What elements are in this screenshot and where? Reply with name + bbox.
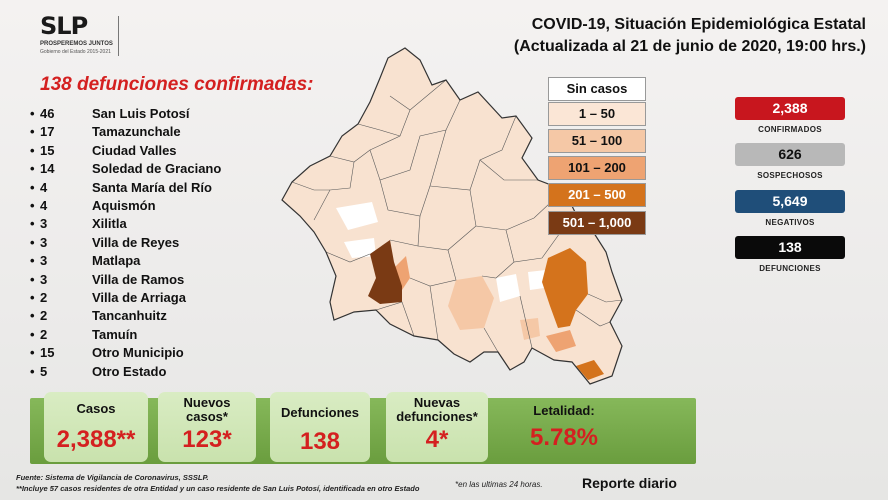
municipality-name: Otro Estado [92,363,167,379]
legend-item: Sin casos [548,77,646,101]
region-no-cases [344,238,376,258]
card-value: 123* [182,426,232,453]
death-count: 17 [40,124,55,140]
municipality-name: Matlapa [92,253,141,269]
stat-value: 138 [735,236,845,259]
page-title: COVID-19, Situación Epidemiológica Estat… [531,16,866,33]
legend-item: 51 – 100 [548,129,646,153]
summary-card: Nuevos casos* 123* [158,392,256,462]
region-very-high [368,240,402,304]
region-medium [546,330,576,352]
stat-value: 5,649 [735,190,845,213]
footnote: **Incluye 57 casos residentes de otra En… [16,484,420,493]
death-count: 46 [40,106,55,121]
report-label: Reporte diario [582,475,677,491]
summary-card: Letalidad: 5.78% [500,392,628,462]
municipality-name: Tamuín [92,326,138,342]
bullet: • [30,290,35,305]
municipality-name: Soledad de Graciano [92,161,222,177]
region-high [576,360,604,380]
bullet: • [30,106,35,121]
page-subtitle: (Actualizada al 21 de junio de 2020, 19:… [513,38,866,55]
municipality-name: Tamazunchale [92,124,181,140]
death-count: 5 [40,363,48,379]
logo-slogan: PROSPEREMOS JUNTOS [40,41,113,47]
card-label: Casos [76,401,116,416]
legend-item: 1 – 50 [548,102,646,126]
card-value: 2,388** [56,426,136,453]
death-count: 3 [40,234,48,250]
bullet: • [30,161,35,177]
legend-item: 201 – 500 [548,183,646,207]
bullet: • [30,253,35,269]
municipality-name: San Luis Potosí [92,106,190,121]
summary-card: Casos 2,388** [44,392,148,462]
death-count: 15 [40,345,55,361]
summary-card: Defunciones 138 [270,392,370,462]
stat-label: CONFIRMADOS [758,125,822,134]
death-count: 2 [40,308,48,324]
municipality-name: Villa de Ramos [92,271,185,287]
bullet: • [30,363,35,379]
municipality-name: Xilitla [92,216,127,232]
region-no-cases [496,274,520,302]
legend-item: 501 – 1,000 [548,211,646,235]
legend-item: 101 – 200 [548,156,646,180]
card-label: Nuevas defunciones* [396,395,478,424]
bullet: • [30,345,35,361]
death-count: 3 [40,253,48,269]
municipality-name: Otro Municipio [92,345,184,361]
card-label: Nuevos casos* [183,395,231,424]
region-medium [520,318,540,340]
bullet: • [30,142,35,158]
bullet: • [30,124,35,140]
card-value: 5.78% [529,424,599,451]
card-value: 138 [299,428,341,455]
deaths-heading: 138 defunciones confirmadas: [40,74,314,95]
last24-note: *en las ultimas 24 horas. [455,480,543,489]
stat-label: SOSPECHOSOS [757,171,823,180]
stat-value: 626 [735,143,845,166]
logo-subtitle: Gobierno del Estado 2015-2021 [40,49,111,55]
municipality-name: Villa de Reyes [92,234,180,250]
summary-card: Nuevas defunciones* 4* [386,392,488,462]
bullet: • [30,179,35,195]
stat-label: DEFUNCIONES [759,264,821,273]
card-value: 4* [425,426,449,453]
death-count: 14 [40,161,55,177]
death-count: 4 [40,198,48,213]
region-no-cases [336,202,378,230]
death-count: 4 [40,179,48,195]
card-label: Defunciones [280,405,359,420]
card-label: Letalidad: [533,403,595,418]
stat-value: 2,388 [735,97,845,120]
municipality-name: Aquismón [92,198,156,213]
source-note: Fuente: Sistema de Vigilancia de Coronav… [16,473,209,482]
death-count: 2 [40,290,48,305]
death-count: 2 [40,326,48,342]
death-count: 15 [40,142,55,158]
municipality-name: Ciudad Valles [92,142,177,158]
bullet: • [30,198,35,213]
bullet: • [30,326,35,342]
bullet: • [30,308,35,324]
death-count: 3 [40,216,48,232]
bullet: • [30,234,35,250]
region-no-cases [528,270,546,290]
municipality-name: Villa de Arriaga [92,290,186,305]
logo-mark: SLP [40,12,88,40]
death-count: 3 [40,271,48,287]
bullet: • [30,271,35,287]
municipality-name: Santa María del Río [92,179,212,195]
bullet: • [30,216,35,232]
logo-divider [118,16,119,56]
municipality-name: Tancanhuitz [92,308,167,324]
stat-label: NEGATIVOS [765,218,815,227]
region-high [542,248,588,328]
region-medium [448,276,494,330]
slp-logo: SLP PROSPEREMOS JUNTOS Gobierno del Esta… [40,12,136,58]
